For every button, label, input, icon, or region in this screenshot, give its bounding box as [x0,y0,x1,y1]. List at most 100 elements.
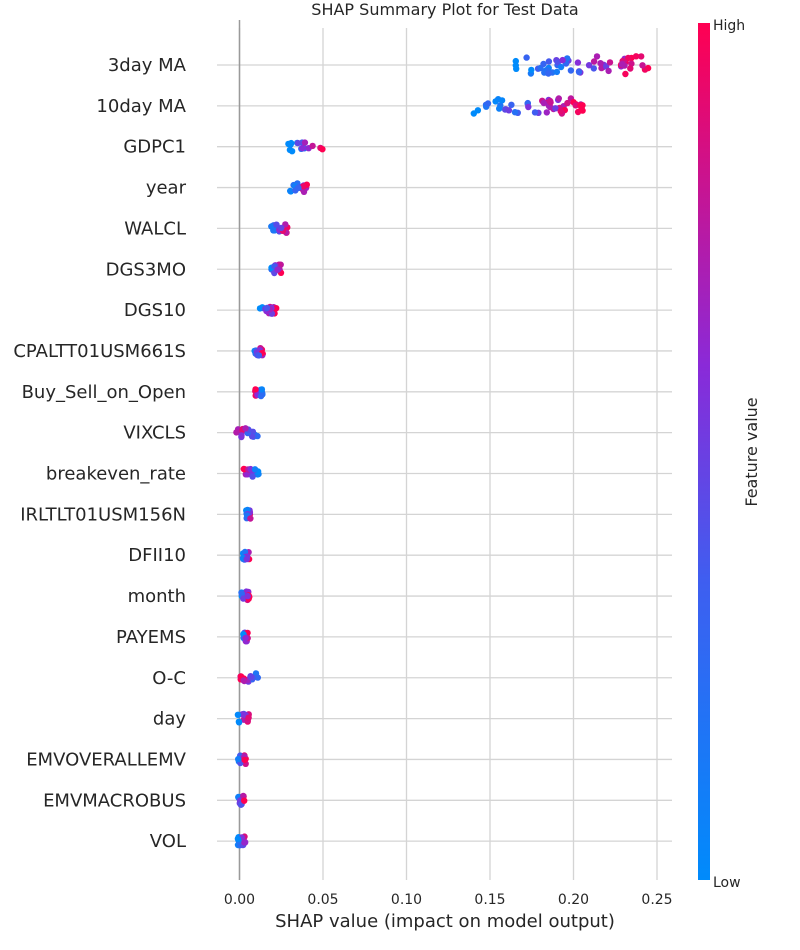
shap-point [557,108,564,115]
shap-point [618,61,626,68]
shap-point [292,187,299,194]
x-tick-label: 0.00 [224,892,255,908]
shap-point [564,99,571,107]
shap-point [531,109,539,116]
shap-point [470,110,477,117]
feature-label: GDPC1 [123,137,186,158]
shap-point [258,386,266,393]
shap-point [257,392,265,400]
shap-point [247,673,254,680]
shap-point [511,109,519,116]
shap-point [263,304,271,312]
shap-point [278,224,285,232]
shap-point [301,139,309,146]
x-tick-label: 0.20 [558,892,589,908]
feature-label: CPALTT01USM661S [13,341,186,362]
colorbar-label: Feature value [742,397,761,506]
shap-point [605,67,612,75]
feature-label: Buy_Sell_on_Open [22,382,186,403]
shap-point [300,188,308,195]
shap-point [248,433,256,440]
shap-point [299,144,306,152]
shap-point [242,634,249,642]
shap-point [593,53,601,60]
feature-label: 10day MA [96,96,186,117]
shap-point [590,65,597,72]
shap-point [235,755,242,763]
shap-point [567,67,575,74]
feature-label: WALCL [124,218,186,239]
feature-label: O-C [152,668,186,689]
shap-point [243,555,250,563]
shap-point [294,139,302,147]
shap-point [244,471,251,478]
shap-point [254,674,261,681]
shap-point [528,66,535,74]
x-tick-label: 0.05 [307,892,338,908]
shap-point [251,466,259,473]
shap-point [540,60,547,68]
shap-point [496,105,503,112]
shap-point [285,140,292,148]
shap-point [234,711,242,718]
shap-point [552,105,559,112]
shap-point [512,57,519,65]
shap-point [234,835,242,842]
shap-point [622,70,629,78]
feature-label: VIXCLS [123,423,186,444]
feature-label: year [146,178,187,199]
x-tick-label: 0.10 [391,892,422,908]
colorbar-low-label: Low [713,875,741,891]
feature-label: 3day MA [108,55,187,76]
shap-point [574,59,582,66]
shap-point [286,146,294,154]
feature-label: VOL [150,831,186,852]
feature-label: month [128,586,186,607]
shap-point [639,62,646,69]
shap-point [508,101,515,109]
shap-point [638,53,645,60]
shap-point [244,592,251,600]
x-tick-label: 0.15 [474,892,505,908]
grid-lines [217,28,672,880]
data-points [233,53,652,849]
shap-point [484,100,492,107]
x-axis-label: SHAP value (impact on model output) [275,911,615,932]
shap-point [240,677,247,684]
shap-point [540,99,547,107]
x-axis: 0.00 0.05 0.10 0.15 0.20 0.25 [224,892,673,908]
shap-point [559,56,566,64]
feature-label: IRLTLT01USM156N [20,504,186,525]
shap-point [247,515,254,522]
shap-point [319,146,326,153]
shap-point [249,473,256,480]
x-tick-label: 0.25 [641,892,672,908]
shap-point [309,142,316,150]
shap-point [241,797,248,804]
shap-point [545,70,552,77]
shap-point [252,386,259,393]
chart-title: SHAP Summary Plot for Test Data [311,0,578,19]
shap-point [628,60,635,67]
shap-point [255,352,263,359]
shap-point [547,99,554,106]
shap-point [273,221,280,228]
feature-label: DGS3MO [106,259,186,280]
colorbar [698,23,710,880]
shap-point [557,63,565,71]
feature-labels: 3day MA 10day MA GDPC1 year WALCL DGS3MO DGS10… [13,55,186,852]
shap-point [235,718,243,725]
feature-label: EMVOVERALLEMV [26,749,186,770]
shap-point [606,59,614,66]
feature-label: EMVMACROBUS [43,790,186,811]
shap-point [625,54,632,62]
shap-point [512,62,519,69]
shap-point [575,68,583,76]
shap-point [233,429,240,436]
shap-point [274,266,281,273]
shap-point [245,714,252,721]
shap-point [242,425,249,432]
shap-point [242,839,249,846]
shap-point [545,58,553,65]
